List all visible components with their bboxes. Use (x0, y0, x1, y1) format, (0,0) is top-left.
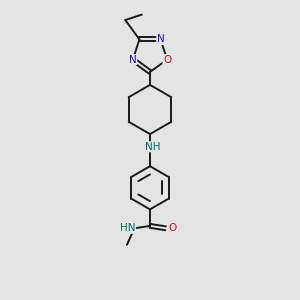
Text: O: O (168, 223, 176, 233)
Text: NH: NH (145, 142, 161, 152)
Text: N: N (157, 34, 164, 44)
Text: N: N (129, 55, 137, 64)
Text: HN: HN (120, 223, 136, 233)
Text: O: O (163, 55, 171, 64)
